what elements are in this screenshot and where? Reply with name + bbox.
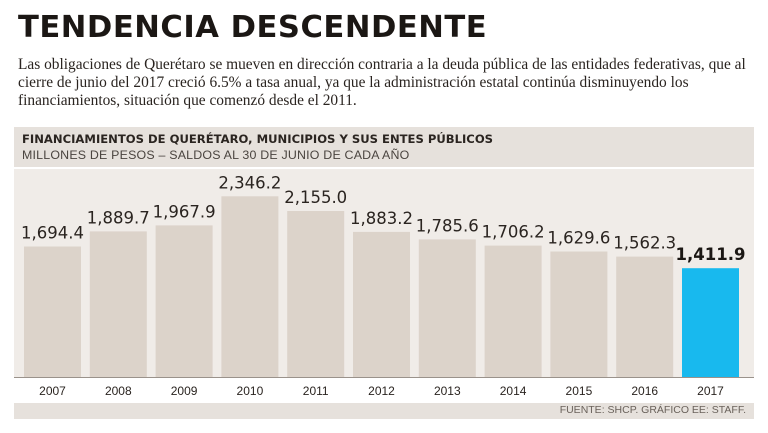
value-label-2008: 1,889.7 xyxy=(87,208,150,227)
chart-title: FINANCIAMIENTOS DE QUERÉTARO, MUNICIPIOS… xyxy=(22,132,494,146)
x-tick-label-2017: 2017 xyxy=(697,384,724,398)
value-label-2016: 1,562.3 xyxy=(613,234,676,253)
bar-2012 xyxy=(353,231,410,377)
bar-2016 xyxy=(616,256,674,377)
value-label-2011: 2,155.0 xyxy=(284,188,347,207)
value-label-2009: 1,967.9 xyxy=(153,202,216,221)
value-label-2017: 1,411.9 xyxy=(676,245,746,264)
x-tick-label-2008: 2008 xyxy=(105,384,132,398)
x-tick-label-2013: 2013 xyxy=(434,384,461,398)
x-axis-area xyxy=(14,377,754,403)
bar-2007 xyxy=(24,246,81,377)
bar-2014 xyxy=(484,245,542,377)
x-tick-label-2011: 2011 xyxy=(303,384,329,398)
bar-2008 xyxy=(89,231,147,377)
value-label-2015: 1,629.6 xyxy=(547,229,610,248)
x-tick-label-2007: 2007 xyxy=(39,384,66,398)
value-label-2013: 1,785.6 xyxy=(416,216,479,235)
value-label-2010: 2,346.2 xyxy=(218,173,281,192)
chart-header: FINANCIAMIENTOS DE QUERÉTARO, MUNICIPIOS… xyxy=(14,127,754,167)
x-tick-label-2015: 2015 xyxy=(566,384,593,398)
value-label-2012: 1,883.2 xyxy=(350,209,413,228)
value-label-2007: 1,694.4 xyxy=(21,224,84,243)
x-tick-label-2012: 2012 xyxy=(368,384,395,398)
chart-subtitle: MILLONES DE PESOS – SALDOS AL 30 DE JUNI… xyxy=(22,148,410,162)
bar-2009 xyxy=(155,225,213,377)
headline: TENDENCIA DESCENDENTE xyxy=(18,10,488,45)
intro-paragraph: Las obligaciones de Querétaro se mueven … xyxy=(18,56,746,109)
value-label-2014: 1,706.2 xyxy=(482,223,545,242)
bar-2010 xyxy=(221,196,279,377)
bar-2013 xyxy=(418,239,476,377)
bar-2017 xyxy=(682,268,739,377)
x-tick-label-2014: 2014 xyxy=(500,384,527,398)
x-tick-label-2010: 2010 xyxy=(237,384,264,398)
bar-2011 xyxy=(287,211,345,377)
bar-2015 xyxy=(550,251,608,377)
x-tick-label-2016: 2016 xyxy=(631,384,658,398)
footer: FUENTE: SHCP. GRÁFICO EE: STAFF. xyxy=(14,403,754,419)
x-tick-label-2009: 2009 xyxy=(171,384,198,398)
source-credit: FUENTE: SHCP. GRÁFICO EE: STAFF. xyxy=(559,404,746,416)
